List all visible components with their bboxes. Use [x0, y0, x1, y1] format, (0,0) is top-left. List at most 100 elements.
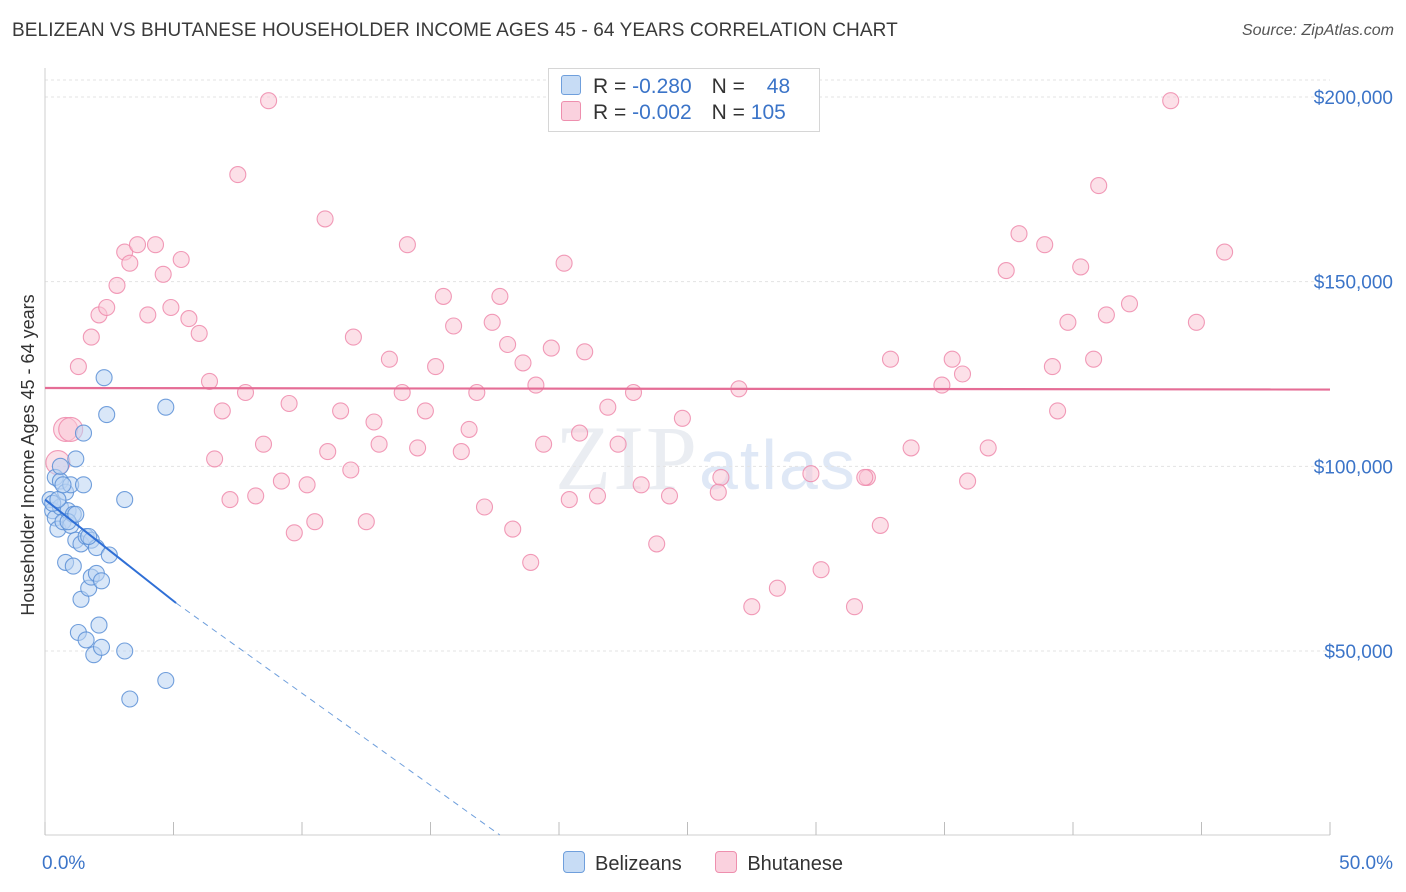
legend-r-value: -0.280	[632, 75, 692, 98]
legend-n-label: N =	[711, 101, 751, 124]
bhutanese-point	[206, 450, 224, 468]
bhutanese-point	[190, 324, 208, 342]
bhutanese-point	[200, 372, 219, 390]
bhutanese-point	[1049, 402, 1067, 420]
data-points	[41, 92, 1234, 708]
legend-label-belizeans: Belizeans	[595, 853, 682, 875]
bhutanese-point	[121, 254, 139, 272]
y-axis-title: Householder Income Ages 45 - 64 years	[18, 294, 38, 615]
legend-item-belizeans: Belizeans	[563, 851, 682, 876]
legend-row-belizeans: R = -0.280 N = 48	[561, 75, 790, 101]
bhutanese-point	[712, 468, 730, 486]
belizeans-point	[74, 424, 93, 442]
legend-r-label: R =	[593, 101, 633, 124]
bhutanese-point	[979, 439, 997, 457]
bhutanese-point	[393, 383, 411, 402]
bhutanese-point	[344, 328, 362, 346]
bhutanese-point	[1072, 258, 1090, 276]
correlation-legend: R = -0.280 N = 48 R = -0.002 N = 105	[548, 68, 820, 132]
belizeans-point	[51, 457, 69, 475]
axes	[44, 68, 1331, 836]
bhutanese-point	[434, 287, 452, 305]
bhutanese-point	[1120, 295, 1139, 313]
bhutanese-point	[306, 513, 324, 531]
belizeans-point	[92, 638, 111, 656]
source-label: Source: ZipAtlas.com	[1241, 22, 1394, 39]
legend-swatch-belizeans	[563, 851, 586, 873]
bhutanese-point	[709, 483, 727, 501]
belizeans-point	[90, 616, 108, 634]
belizeans-point	[67, 450, 85, 468]
belizeans-point	[95, 369, 113, 387]
trend-lines	[44, 386, 1331, 836]
bhutanese-point	[452, 443, 470, 461]
bhutanese-point	[499, 335, 517, 354]
bhutanese-point	[845, 598, 864, 616]
y-tick-label: $50,000	[1324, 642, 1393, 663]
bhutanese-point	[673, 409, 691, 427]
bhutanese-point	[812, 561, 830, 579]
bhutanese-point	[280, 394, 298, 413]
y-tick-label: $150,000	[1314, 273, 1393, 294]
legend-row-bhutanese: R = -0.002 N = 105	[561, 101, 786, 127]
bhutanese-point	[128, 236, 147, 254]
bhutanese-point	[357, 513, 375, 531]
belizeans-point	[54, 476, 72, 494]
bhutanese-point	[162, 298, 180, 317]
bhutanese-point	[319, 443, 337, 461]
belizeans-point	[157, 398, 175, 416]
bhutanese-point	[98, 298, 116, 317]
bhutanese-point	[943, 350, 961, 368]
belizeans-trend-line	[44, 498, 177, 604]
y-tick-label: $200,000	[1314, 88, 1393, 109]
bhutanese-point	[427, 358, 445, 376]
bhutanese-point	[445, 317, 463, 335]
belizeans-point	[116, 642, 134, 660]
bhutanese-point	[609, 435, 627, 453]
bhutanese-point	[902, 439, 920, 457]
bhutanese-point	[316, 210, 334, 228]
belizeans-point	[157, 671, 175, 690]
bhutanese-point	[475, 498, 494, 516]
bhutanese-point	[172, 250, 190, 269]
bhutanese-point	[491, 287, 509, 305]
bhutanese-point	[221, 491, 239, 509]
belizeans-point	[67, 505, 85, 523]
belizeans-trend-extension	[175, 602, 501, 836]
bhutanese-point	[1216, 243, 1234, 261]
bhutanese-point	[154, 265, 172, 283]
bhutanese-point	[409, 439, 427, 457]
bhutanese-point	[108, 276, 126, 294]
bhutanese-point	[139, 306, 157, 324]
bhutanese-point	[933, 376, 951, 394]
y-tick-label: $100,000	[1314, 457, 1393, 478]
bhutanese-point	[229, 166, 247, 184]
bhutanese-point	[576, 343, 594, 361]
belizeans-point	[116, 491, 134, 509]
bhutanese-point	[468, 383, 486, 402]
legend-n-value: 105	[750, 101, 786, 124]
x-tick-label: 50.0%	[1339, 853, 1393, 874]
belizeans-point	[64, 557, 82, 575]
belizeans-point	[80, 527, 98, 546]
bhutanese-point	[380, 350, 398, 368]
chart-title: BELIZEAN VS BHUTANESE HOUSEHOLDER INCOME…	[12, 20, 898, 41]
axis-labels: $50,000 $100,000 $150,000 $200,000 0.0% 50.0%…	[18, 88, 1393, 874]
belizeans-point	[74, 476, 93, 494]
bhutanese-point	[953, 365, 972, 383]
bhutanese-point	[959, 472, 977, 490]
bhutanese-point	[285, 524, 303, 542]
legend-swatch-bhutanese	[715, 851, 738, 873]
bhutanese-point	[247, 487, 265, 505]
bhutanese-point	[599, 398, 617, 416]
bhutanese-point	[483, 313, 501, 331]
bhutanese-point	[332, 402, 350, 420]
belizeans-point	[77, 631, 95, 649]
bhutanese-point	[1187, 313, 1205, 331]
bhutanese-point	[1043, 358, 1061, 376]
bhutanese-point	[236, 383, 255, 402]
bhutanese-point	[365, 413, 383, 431]
belizeans-point	[100, 546, 118, 564]
x-tick-label: 0.0%	[42, 853, 85, 874]
bhutanese-point	[560, 491, 578, 509]
